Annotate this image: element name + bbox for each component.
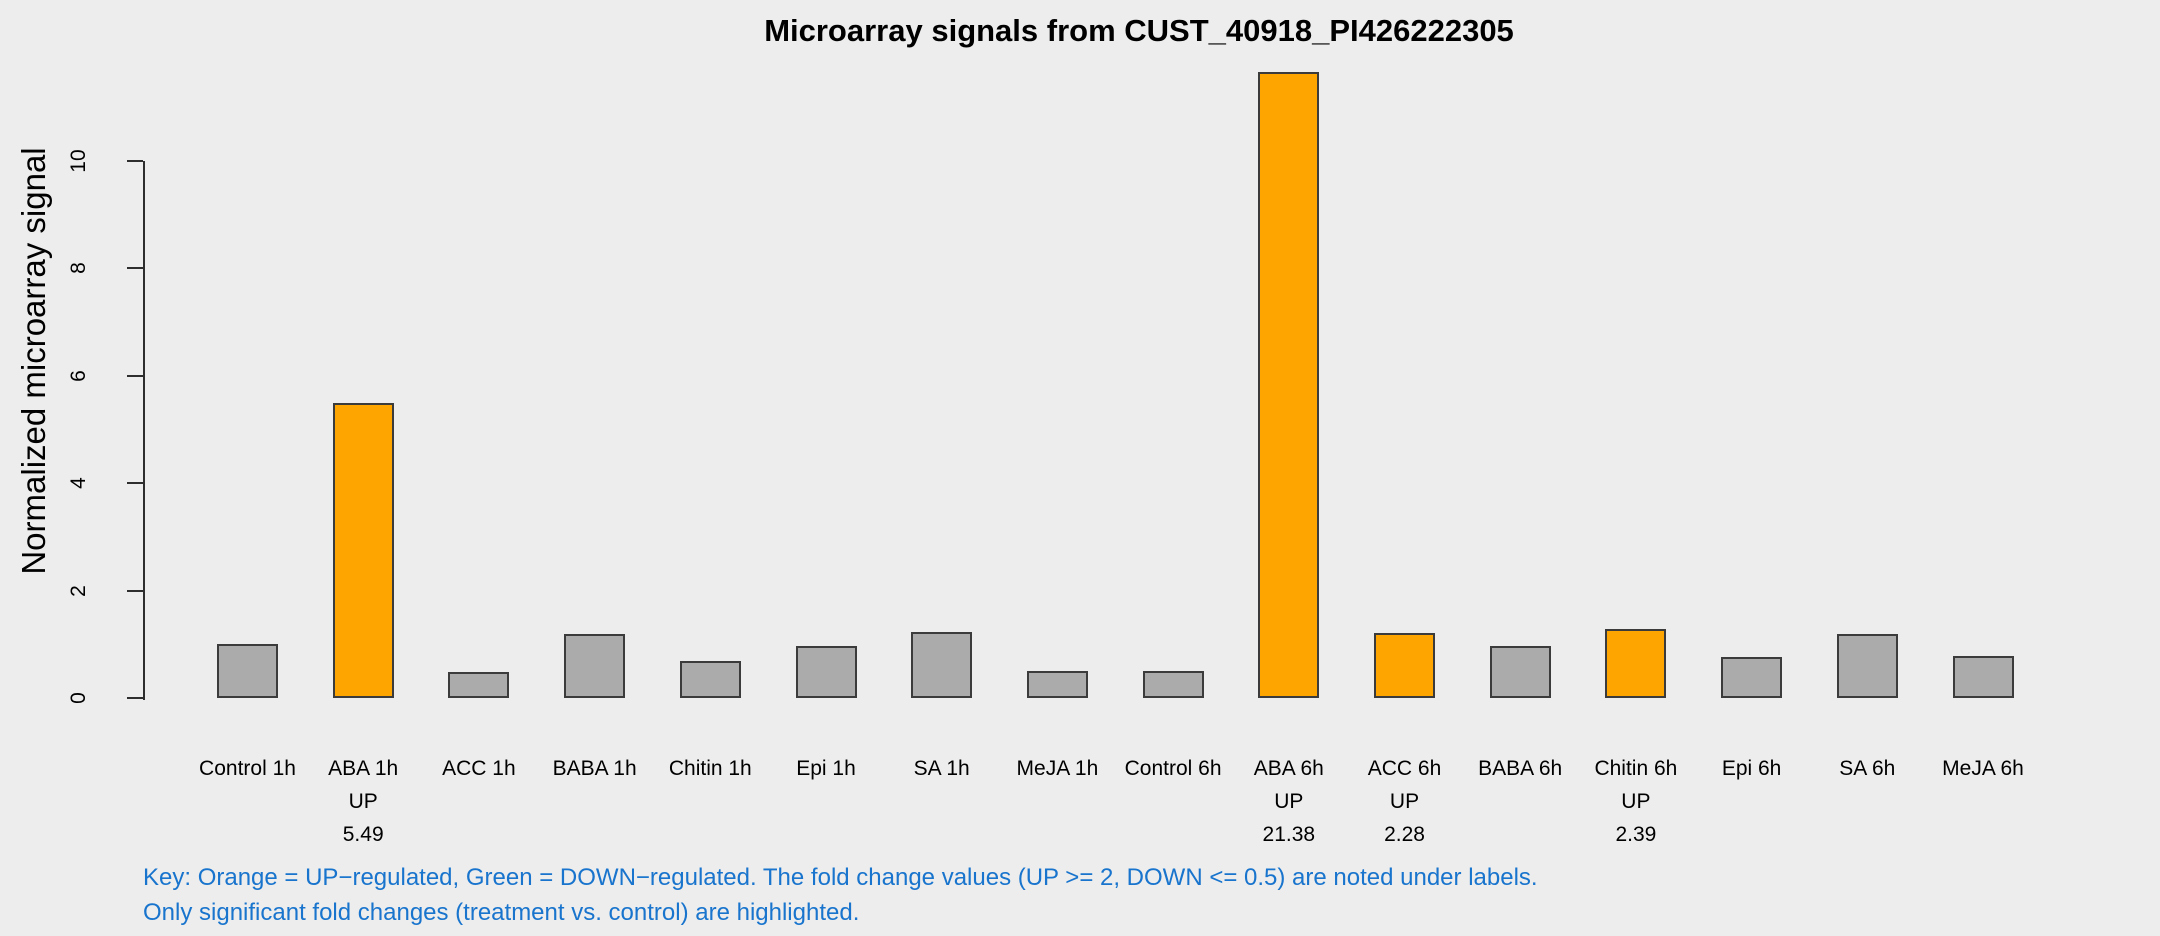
x-tick-label: Control 1h — [199, 757, 296, 780]
y-tick — [127, 374, 143, 377]
bar-epi-6h — [1721, 656, 1783, 698]
y-tick-label: 8 — [67, 262, 90, 274]
x-tick-label: SA 1h — [913, 757, 970, 780]
bar-regulation-label: UP — [1274, 790, 1304, 813]
key-line-2: Only significant fold changes (treatment… — [143, 899, 860, 926]
x-tick-label: ABA 6h — [1253, 757, 1324, 780]
bar-meja-6h — [1952, 655, 2014, 698]
x-tick-label: BABA 1h — [552, 757, 637, 780]
y-tick-label: 6 — [67, 369, 90, 382]
x-tick-label: Epi 6h — [1721, 757, 1782, 780]
y-tick-label: 10 — [67, 148, 90, 173]
x-label-group: Epi 6h — [1687, 752, 1817, 785]
bar-fold-change-label: 21.38 — [1262, 823, 1316, 846]
x-label-group: MeJA 6h — [1918, 752, 2048, 785]
x-tick-label: MeJA 1h — [1016, 757, 1099, 780]
bar-acc-1h — [448, 671, 510, 698]
bar-control-1h — [217, 644, 278, 698]
chart-key: Key: Orange = UP−regulated, Green = DOWN… — [143, 860, 1538, 930]
x-tick-label: Chitin 6h — [1594, 757, 1678, 780]
bar-epi-1h — [795, 646, 857, 698]
x-tick-label: Chitin 1h — [668, 757, 752, 780]
x-tick-label: SA 6h — [1839, 757, 1896, 780]
y-tick-label: 2 — [67, 584, 90, 597]
x-label-group: ABA 1h UP 5.49 — [298, 752, 428, 851]
x-label-group: SA 6h — [1802, 752, 1932, 785]
x-label-group: ACC 6h UP 2.28 — [1340, 752, 1470, 851]
x-tick-label: ABA 1h — [328, 757, 399, 780]
y-axis-label: Normalized microarray signal — [15, 147, 52, 575]
key-line-1: Key: Orange = UP−regulated, Green = DOWN… — [143, 864, 1538, 891]
x-tick-label: Control 6h — [1124, 757, 1222, 780]
x-label-group: Control 6h — [1108, 752, 1238, 785]
x-label-group: SA 1h — [877, 752, 1007, 785]
x-label-group: ABA 6h UP 21.38 — [1224, 752, 1354, 851]
bar-fold-change-label: 2.39 — [1615, 823, 1657, 846]
y-tick — [127, 482, 143, 485]
y-tick — [127, 267, 143, 270]
x-label-group: Epi 1h — [761, 752, 891, 785]
bar-regulation-label: UP — [1389, 790, 1420, 813]
x-tick-label: Epi 1h — [796, 757, 856, 780]
x-label-group: MeJA 1h — [992, 752, 1122, 785]
bar-meja-1h — [1026, 670, 1088, 698]
bar-fold-change-label: 5.49 — [342, 823, 384, 846]
x-label-group: BABA 1h — [530, 752, 660, 785]
bar-regulation-label: UP — [348, 790, 378, 813]
y-axis-line — [143, 160, 145, 700]
x-label-group: Control 1h — [183, 752, 313, 785]
bar-sa-6h — [1836, 633, 1898, 698]
y-tick-label: 4 — [67, 477, 90, 489]
bar-baba-1h — [564, 633, 626, 698]
x-label-group: Chitin 1h — [645, 752, 775, 785]
y-tick — [127, 159, 143, 162]
x-tick-label: ACC 6h — [1367, 757, 1442, 780]
y-tick — [127, 697, 143, 699]
bar-control-6h — [1142, 670, 1204, 698]
bar-regulation-label: UP — [1621, 790, 1651, 813]
bar-aba-1h — [332, 402, 394, 698]
chart-title: Microarray signals from CUST_40918_PI426… — [764, 13, 1514, 48]
y-tick — [127, 589, 143, 592]
bar-chitin-1h — [679, 661, 741, 698]
x-tick-label: MeJA 6h — [1942, 757, 2024, 780]
bar-chitin-6h — [1605, 629, 1667, 698]
x-label-group: ACC 1h — [414, 752, 544, 785]
bar-sa-1h — [911, 632, 973, 698]
bar-fold-change-label: 2.28 — [1384, 823, 1425, 846]
bar-acc-6h — [1374, 632, 1435, 698]
x-label-group: BABA 6h — [1455, 752, 1585, 785]
x-tick-label: BABA 6h — [1478, 757, 1563, 780]
bar-baba-6h — [1489, 646, 1551, 698]
y-tick-label: 0 — [67, 692, 90, 704]
bar-aba-6h — [1258, 71, 1320, 698]
x-label-group: Chitin 6h UP 2.39 — [1571, 752, 1701, 851]
x-tick-label: ACC 1h — [442, 757, 516, 780]
